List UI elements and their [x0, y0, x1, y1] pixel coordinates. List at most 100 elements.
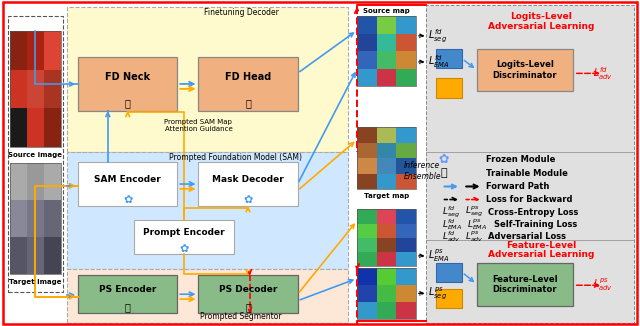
Text: Feature-Level
Discriminator: Feature-Level Discriminator [492, 275, 557, 294]
Text: $L_{EMA}^{fd}$: $L_{EMA}^{fd}$ [442, 217, 462, 232]
Text: ✿: ✿ [438, 153, 449, 166]
Bar [377, 69, 396, 86]
Bar [8, 16, 63, 292]
Bar [198, 275, 298, 313]
Bar [357, 52, 377, 69]
Text: 🔥: 🔥 [245, 302, 251, 312]
Bar [396, 34, 416, 51]
Bar [357, 238, 377, 252]
Bar [10, 108, 27, 147]
Bar [44, 200, 61, 237]
Bar [377, 127, 396, 143]
Bar [357, 143, 377, 158]
Text: Prompted Foundation Model (SAM): Prompted Foundation Model (SAM) [169, 153, 302, 162]
Text: Logits-Level
Discriminator: Logits-Level Discriminator [493, 60, 557, 80]
Bar [396, 127, 416, 143]
Bar [396, 69, 416, 86]
Bar [377, 34, 396, 51]
Bar [436, 289, 462, 308]
Bar [436, 263, 462, 282]
Bar [377, 302, 396, 319]
Text: $L_{seg}^{fd}$: $L_{seg}^{fd}$ [442, 204, 460, 220]
Text: PS Encoder: PS Encoder [99, 285, 156, 294]
Text: 🔥: 🔥 [125, 98, 131, 108]
Bar [357, 174, 377, 189]
Bar [396, 268, 416, 285]
Bar [357, 302, 377, 319]
Bar [27, 69, 44, 108]
Text: ✿: ✿ [123, 195, 132, 205]
Bar [44, 31, 61, 69]
Text: Logits-Level: Logits-Level [510, 12, 572, 22]
Bar [377, 143, 396, 158]
Bar [10, 69, 27, 108]
Bar [10, 31, 27, 69]
Bar [396, 302, 416, 319]
Text: Adversarial Learning: Adversarial Learning [488, 250, 594, 259]
Bar [357, 158, 377, 173]
Bar [357, 127, 377, 143]
Bar [377, 238, 396, 252]
Text: Source image: Source image [8, 152, 62, 158]
Bar [67, 269, 348, 323]
Bar [396, 143, 416, 158]
Bar [377, 285, 396, 302]
Bar [377, 224, 396, 238]
Bar [357, 224, 377, 238]
Bar [377, 158, 396, 173]
Bar [357, 34, 377, 51]
Text: Prompt Encoder: Prompt Encoder [143, 229, 225, 237]
Bar [10, 163, 61, 274]
Bar [27, 237, 44, 274]
Text: Frozen Module: Frozen Module [486, 155, 556, 164]
Bar [198, 162, 298, 206]
Bar [357, 252, 377, 266]
Bar [377, 268, 396, 285]
Bar [436, 78, 462, 98]
Text: Target map: Target map [364, 193, 409, 199]
Bar [396, 158, 416, 173]
Bar [44, 163, 61, 200]
Bar [357, 268, 416, 319]
Bar [396, 238, 416, 252]
Bar [357, 209, 377, 224]
Bar [426, 5, 634, 323]
Bar [357, 268, 377, 285]
Bar [10, 163, 27, 200]
Text: Mask Decoder: Mask Decoder [212, 175, 284, 184]
Bar [198, 57, 298, 111]
Text: Feature-Level: Feature-Level [506, 241, 576, 250]
Text: Inference
Ensemble: Inference Ensemble [404, 161, 441, 181]
Text: $L_{EMA}^{ps}$: $L_{EMA}^{ps}$ [467, 217, 488, 232]
Bar [10, 200, 27, 237]
Text: SAM Encoder: SAM Encoder [94, 175, 161, 184]
Text: Forward Path: Forward Path [486, 182, 550, 191]
Bar [357, 127, 416, 189]
Text: $L_{seg}^{ps}$: $L_{seg}^{ps}$ [428, 285, 447, 302]
Text: 🔥: 🔥 [125, 302, 131, 312]
Bar [396, 52, 416, 69]
Text: $L_{adv}^{ps}$: $L_{adv}^{ps}$ [465, 229, 483, 244]
Bar [44, 108, 61, 147]
Bar [27, 200, 44, 237]
Bar [78, 57, 177, 111]
Bar [78, 275, 177, 313]
Bar [396, 174, 416, 189]
Text: $L_{adv}^{fd}$: $L_{adv}^{fd}$ [442, 229, 460, 244]
Bar [78, 162, 177, 206]
Bar [477, 263, 573, 306]
Bar [396, 224, 416, 238]
Text: PS Decoder: PS Decoder [219, 285, 277, 294]
Bar [44, 69, 61, 108]
Bar [27, 31, 44, 69]
Bar [377, 252, 396, 266]
Text: ✿: ✿ [243, 195, 253, 205]
Bar [436, 49, 462, 68]
Text: $L_{adv}^{fd}$: $L_{adv}^{fd}$ [593, 65, 613, 82]
Bar [67, 152, 348, 269]
Text: $L_{adv}^{ps}$: $L_{adv}^{ps}$ [593, 277, 613, 293]
Bar [377, 52, 396, 69]
Text: Self-Training Loss: Self-Training Loss [494, 220, 577, 229]
Bar [10, 237, 27, 274]
Text: 🔥: 🔥 [245, 98, 251, 108]
